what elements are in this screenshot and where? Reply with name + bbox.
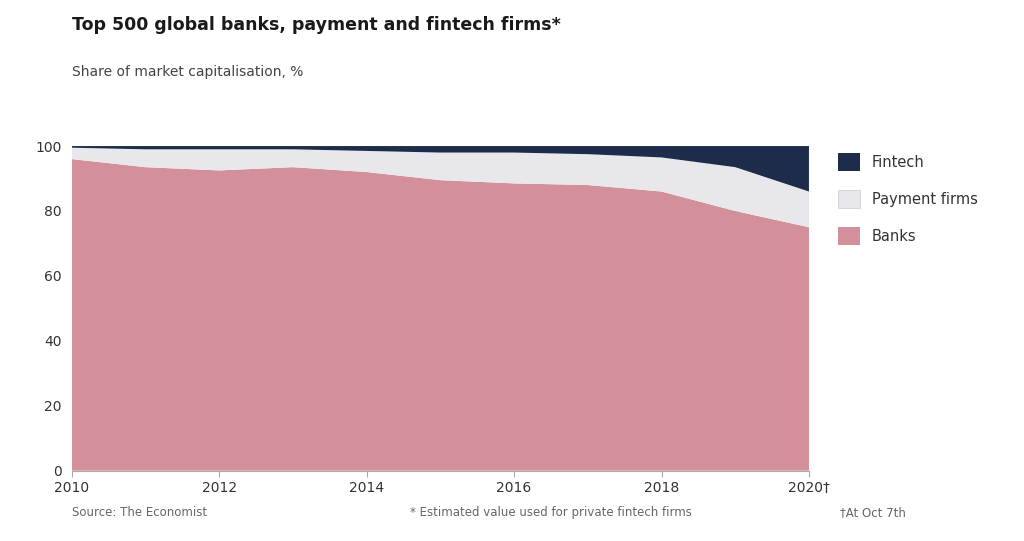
- Text: Source: The Economist: Source: The Economist: [72, 506, 207, 519]
- Text: * Estimated value used for private fintech firms: * Estimated value used for private finte…: [410, 506, 691, 519]
- Text: Share of market capitalisation, %: Share of market capitalisation, %: [72, 65, 303, 79]
- Legend: Fintech, Payment firms, Banks: Fintech, Payment firms, Banks: [839, 153, 978, 245]
- Text: Top 500 global banks, payment and fintech firms*: Top 500 global banks, payment and fintec…: [72, 16, 560, 34]
- Text: †At Oct 7th: †At Oct 7th: [840, 506, 905, 519]
